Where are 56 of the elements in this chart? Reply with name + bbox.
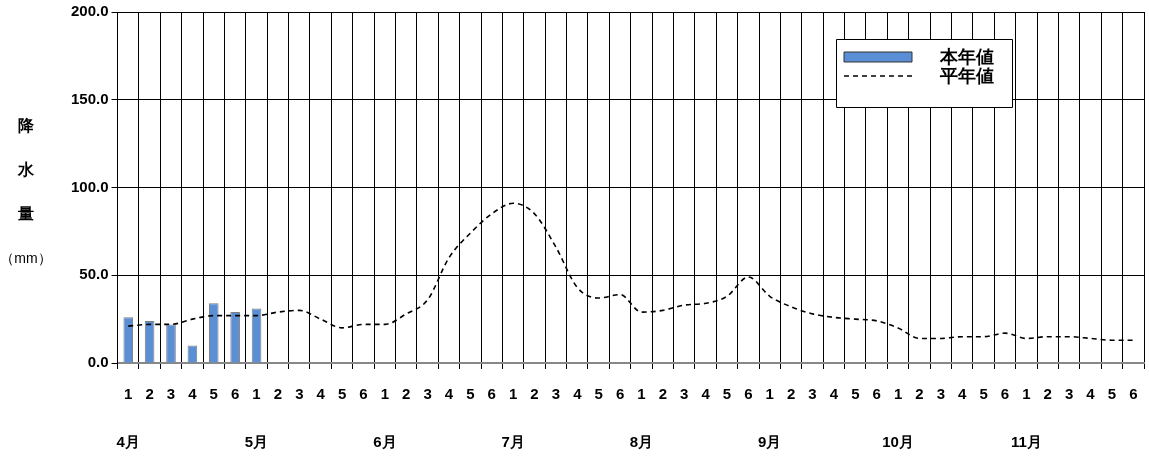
category-label: 1 4月: [116, 385, 140, 451]
x-tick-label: 4: [958, 385, 968, 403]
category-label: 1 6月: [373, 385, 397, 451]
x-tick-label: 6: [359, 385, 368, 403]
x-tick-label: 6: [872, 385, 881, 403]
x-tick-label: 2: [1043, 385, 1052, 403]
x-tick-label: 3: [936, 385, 946, 403]
x-tick-label: 5: [594, 385, 603, 403]
category-label: 1 9月: [758, 385, 782, 451]
y-tick-label: 200.0: [70, 2, 109, 20]
x-tick-label: 6: [744, 385, 753, 403]
category-label: 1 8月: [629, 385, 654, 451]
x-tick-label: 5: [209, 385, 218, 403]
x-tick-label: 6: [230, 385, 240, 403]
x-tick-label: 2: [786, 385, 796, 403]
x-tick-label: 3: [808, 385, 817, 403]
legend-label: 本年値: [939, 46, 994, 67]
x-tick-label: 2: [915, 385, 924, 403]
x-tick-label: 3: [423, 385, 432, 403]
x-tick-label: 2: [658, 385, 668, 403]
x-tick-label: 4: [444, 385, 454, 403]
x-tick-label: 2: [402, 385, 411, 403]
category-label: 1 7月: [501, 385, 525, 451]
x-tick-label: 4: [188, 385, 198, 403]
x-tick-label: 4: [316, 385, 326, 403]
x-tick-label: 5: [1107, 385, 1117, 403]
x-tick-label: 3: [551, 385, 561, 403]
y-tick-label: 150.0: [70, 89, 109, 107]
x-tick-label: 2: [530, 385, 539, 403]
x-tick-label: 2: [273, 385, 283, 403]
x-tick-label: 2: [145, 385, 154, 403]
x-tick-label: 5: [851, 385, 860, 403]
x-tick-label: 5: [466, 385, 475, 403]
category-label: 1 11月: [1010, 385, 1042, 451]
y-tick-label: 0.0: [87, 353, 109, 371]
y-tick-label: 100.0: [70, 177, 109, 195]
x-tick-label: 6: [487, 385, 496, 403]
category-label: 1 5月: [244, 385, 269, 451]
category-label: 1 10月: [882, 385, 914, 451]
x-tick-label: 6: [1129, 385, 1138, 403]
y-tick-label: 50.0: [79, 265, 109, 283]
x-tick-label: 4: [573, 385, 583, 403]
x-tick-label: 5: [722, 385, 732, 403]
x-tick-label: 3: [1064, 385, 1074, 403]
x-tick-label: 4: [829, 385, 839, 403]
x-tick-label: 5: [337, 385, 347, 403]
x-tick-label: 3: [166, 385, 176, 403]
x-tick-label: 5: [979, 385, 988, 403]
x-tick-label: 6: [1000, 385, 1010, 403]
text: 降水量（mm）: [0, 117, 52, 266]
x-tick-label: 4: [1086, 385, 1096, 403]
x-tick-label: 4: [701, 385, 711, 403]
x-tick-label: 6: [615, 385, 625, 403]
x-tick-label: 3: [680, 385, 689, 403]
legend-label: 平年値: [939, 65, 994, 86]
x-tick-label: 3: [295, 385, 304, 403]
